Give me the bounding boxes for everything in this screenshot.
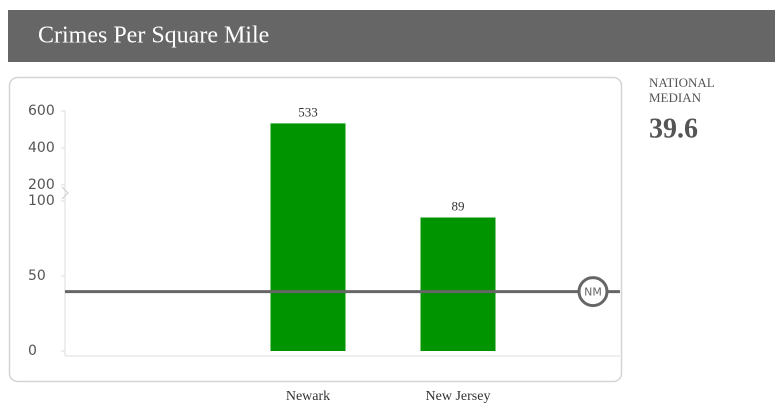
- y-tick-label: 50: [28, 268, 46, 284]
- value-label: 533: [298, 104, 318, 119]
- median-value: 39.6: [649, 113, 698, 144]
- median-label-line: MEDIAN: [649, 90, 702, 105]
- axis-break: [61, 186, 69, 200]
- x-tick-label: New Jersey: [426, 389, 491, 404]
- y-tick-label: 0: [28, 343, 37, 359]
- y-tick-label: 400: [28, 140, 55, 156]
- median-label: NATIONAL MEDIAN: [649, 75, 715, 105]
- title-bar: [8, 10, 775, 62]
- bar: [270, 123, 346, 352]
- chart-title: Crimes Per Square Mile: [38, 23, 269, 49]
- y-tick-label: 100: [28, 193, 55, 209]
- bar: [420, 217, 496, 351]
- y-tick-label: 600: [28, 103, 55, 119]
- value-label: 89: [452, 198, 465, 213]
- y-tick-label: 200: [28, 177, 55, 193]
- median-label-line: NATIONAL: [649, 75, 715, 90]
- x-tick-label: Newark: [286, 389, 330, 404]
- reference-marker-label: NM: [584, 286, 602, 299]
- reference-marker: [577, 276, 609, 308]
